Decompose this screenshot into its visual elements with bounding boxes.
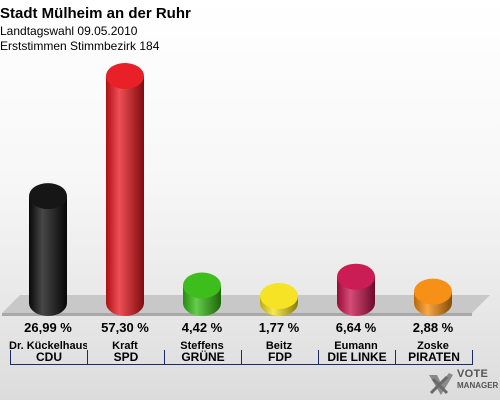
candidate-label: Dr. Kückelhaus [9, 340, 87, 352]
bar-top [183, 272, 221, 299]
chart-floor-edge [2, 313, 472, 316]
party-label: GRÜNE [164, 350, 242, 365]
bar-fdp [260, 282, 298, 316]
bar-top [337, 263, 375, 290]
bar-top [414, 278, 452, 305]
party-label: FDP [241, 350, 319, 365]
bar-die-linke [337, 263, 375, 316]
bar-grüne [183, 272, 221, 316]
bar-body [29, 196, 67, 316]
bar-top [29, 183, 67, 210]
party-label: DIE LINKE [318, 350, 396, 365]
candidate-label: Beitz [265, 340, 293, 352]
party-label: SPD [87, 350, 165, 365]
bar-top [106, 63, 144, 89]
vote-manager-logo: VOTE MANAGER [425, 368, 500, 400]
bar-body [106, 76, 144, 316]
party-label: PIRATEN [395, 350, 473, 365]
bar-top [260, 282, 298, 309]
candidate-label: Eumann [334, 340, 378, 352]
checkmark-x-icon [429, 373, 453, 395]
value-label: 26,99 % [24, 320, 72, 335]
logo-text-vote: VOTE [457, 368, 489, 380]
chart-title: Stadt Mülheim an der Ruhr [0, 5, 191, 22]
candidate-label: Kraft [112, 340, 138, 352]
bar-cdu [29, 183, 67, 316]
logo-text-manager: MANAGER [457, 381, 499, 390]
candidate-label: Zoske [417, 340, 449, 352]
value-label: 6,64 % [335, 320, 377, 335]
value-label: 4,42 % [181, 320, 223, 335]
bar-spd [106, 63, 144, 316]
chart-subtitle-district: Erststimmen Stimmbezirk 184 [0, 39, 160, 53]
value-label: 1,77 % [258, 320, 300, 335]
party-label: CDU [10, 350, 88, 365]
candidate-label: Steffens [180, 340, 224, 352]
value-label: 57,30 % [101, 320, 149, 335]
bar-piraten [414, 278, 452, 316]
value-label: 2,88 % [412, 320, 454, 335]
chart-subtitle-election: Landtagswahl 09.05.2010 [0, 24, 138, 38]
